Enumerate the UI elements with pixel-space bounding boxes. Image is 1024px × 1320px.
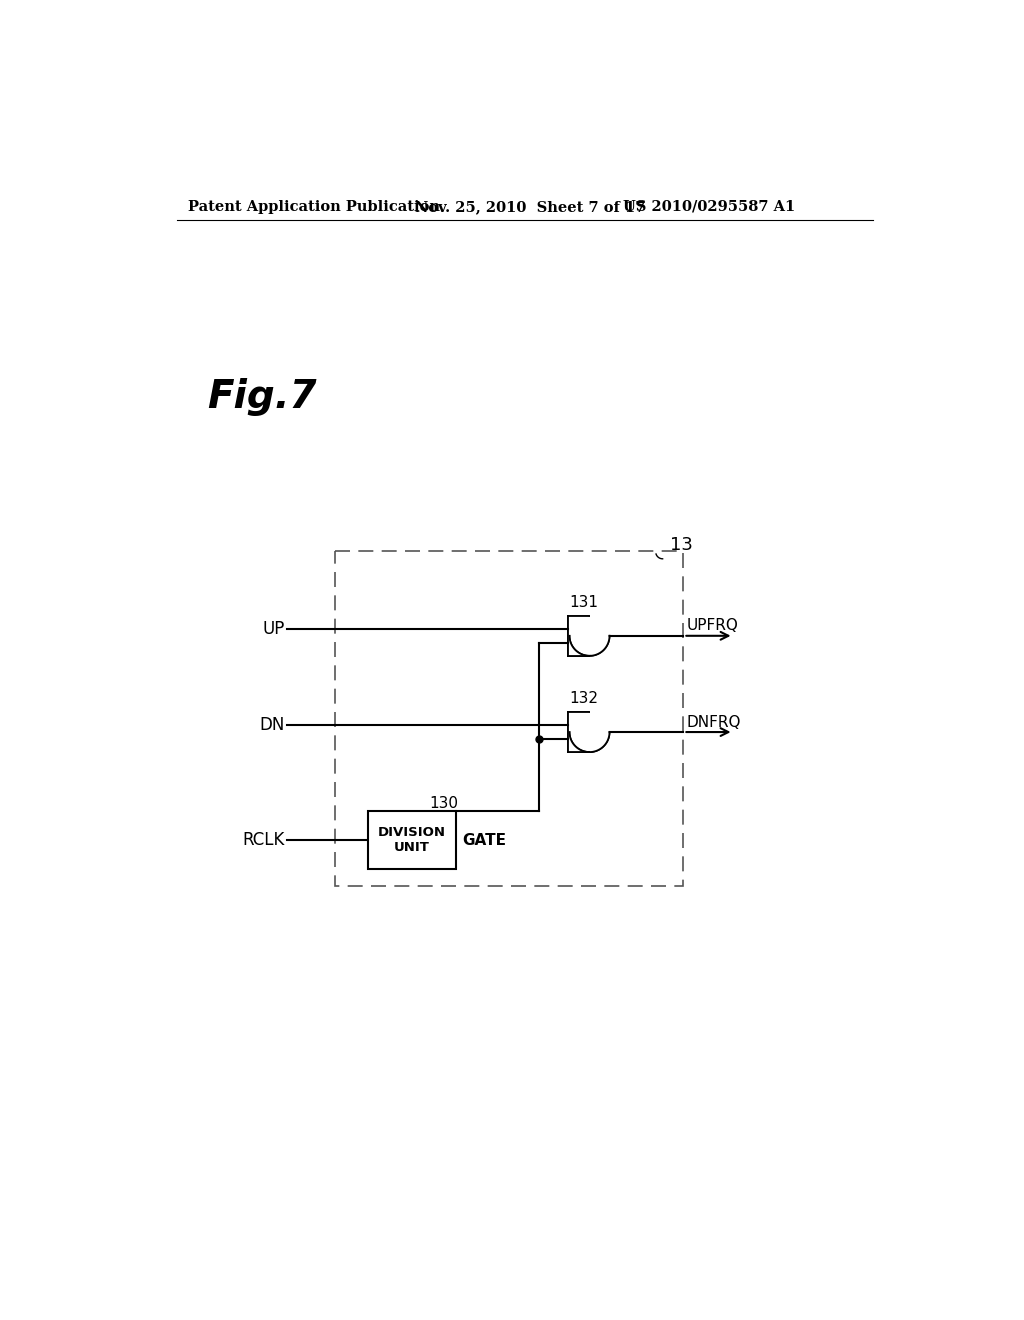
Text: Patent Application Publication: Patent Application Publication — [188, 199, 440, 214]
Text: Nov. 25, 2010  Sheet 7 of 17: Nov. 25, 2010 Sheet 7 of 17 — [416, 199, 646, 214]
Text: 132: 132 — [569, 690, 598, 706]
Polygon shape — [568, 615, 609, 656]
Text: Fig.7: Fig.7 — [208, 378, 317, 416]
Text: DN: DN — [259, 715, 285, 734]
Text: DNFRQ: DNFRQ — [686, 714, 741, 730]
Text: 130: 130 — [429, 796, 459, 812]
Text: GATE: GATE — [463, 833, 507, 847]
Text: DIVISION
UNIT: DIVISION UNIT — [378, 826, 446, 854]
Text: UP: UP — [262, 619, 285, 638]
Text: 131: 131 — [569, 594, 598, 610]
Polygon shape — [568, 711, 609, 752]
Text: 13: 13 — [670, 536, 692, 554]
Text: US 2010/0295587 A1: US 2010/0295587 A1 — [624, 199, 796, 214]
Text: RCLK: RCLK — [243, 832, 285, 849]
Bar — [368, 812, 457, 869]
Bar — [335, 552, 683, 886]
Text: UPFRQ: UPFRQ — [686, 619, 738, 634]
